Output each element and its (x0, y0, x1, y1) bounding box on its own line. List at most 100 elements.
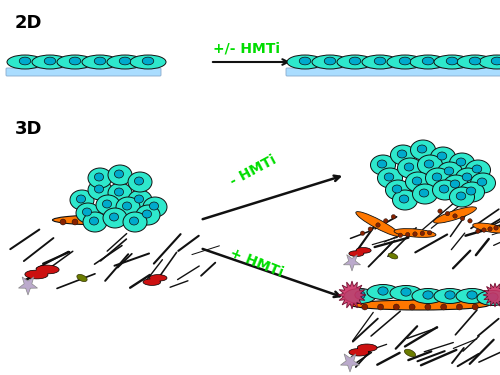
Ellipse shape (94, 185, 104, 193)
Ellipse shape (457, 55, 493, 69)
Ellipse shape (394, 229, 436, 237)
Circle shape (440, 304, 446, 310)
Circle shape (453, 214, 457, 218)
FancyBboxPatch shape (286, 68, 500, 76)
Ellipse shape (374, 57, 386, 65)
Ellipse shape (378, 287, 388, 295)
Ellipse shape (103, 208, 127, 228)
Ellipse shape (94, 57, 106, 65)
Ellipse shape (128, 172, 152, 192)
Ellipse shape (460, 182, 484, 202)
Ellipse shape (404, 349, 415, 357)
Ellipse shape (128, 190, 152, 210)
Ellipse shape (444, 175, 468, 195)
Ellipse shape (479, 55, 500, 69)
Ellipse shape (466, 187, 476, 195)
Circle shape (468, 219, 472, 223)
Ellipse shape (52, 215, 158, 225)
Ellipse shape (401, 288, 411, 296)
Circle shape (420, 231, 424, 236)
Ellipse shape (122, 202, 132, 210)
Polygon shape (344, 255, 360, 271)
Ellipse shape (312, 55, 348, 69)
Circle shape (362, 304, 368, 310)
Text: - HMTi: - HMTi (228, 153, 279, 189)
Ellipse shape (466, 160, 490, 180)
Ellipse shape (456, 288, 488, 303)
Ellipse shape (434, 207, 476, 223)
Ellipse shape (362, 55, 398, 69)
Circle shape (460, 216, 464, 220)
Circle shape (392, 214, 396, 219)
Ellipse shape (384, 173, 394, 181)
Ellipse shape (392, 190, 417, 210)
Ellipse shape (378, 160, 387, 168)
Ellipse shape (472, 165, 482, 173)
Polygon shape (349, 344, 377, 356)
Ellipse shape (412, 288, 444, 303)
Circle shape (476, 229, 480, 233)
Ellipse shape (444, 167, 454, 175)
Ellipse shape (367, 285, 399, 300)
Ellipse shape (107, 55, 143, 69)
Ellipse shape (114, 188, 124, 196)
Ellipse shape (398, 158, 422, 178)
Ellipse shape (419, 189, 429, 197)
Ellipse shape (136, 205, 160, 225)
Ellipse shape (469, 57, 481, 65)
Polygon shape (25, 265, 59, 279)
Ellipse shape (404, 163, 414, 171)
Ellipse shape (410, 140, 436, 160)
Circle shape (398, 233, 402, 237)
Ellipse shape (7, 55, 43, 69)
Ellipse shape (130, 217, 138, 225)
Ellipse shape (77, 274, 87, 282)
Polygon shape (340, 354, 359, 372)
Ellipse shape (450, 180, 460, 188)
Ellipse shape (386, 180, 410, 200)
Circle shape (413, 232, 417, 236)
Ellipse shape (134, 195, 143, 203)
Circle shape (72, 219, 78, 225)
Circle shape (425, 304, 431, 310)
Circle shape (384, 219, 388, 223)
Ellipse shape (426, 168, 450, 188)
Polygon shape (338, 281, 366, 309)
Ellipse shape (418, 155, 442, 175)
Ellipse shape (351, 300, 489, 310)
Circle shape (108, 219, 114, 225)
Ellipse shape (390, 285, 422, 300)
Ellipse shape (150, 202, 158, 210)
Ellipse shape (437, 152, 447, 160)
Ellipse shape (82, 208, 92, 216)
Circle shape (60, 219, 66, 225)
Ellipse shape (114, 170, 124, 178)
Ellipse shape (44, 57, 56, 65)
Ellipse shape (462, 173, 472, 181)
Circle shape (446, 211, 450, 216)
Ellipse shape (287, 55, 323, 69)
Circle shape (132, 219, 138, 225)
Circle shape (394, 304, 400, 310)
Ellipse shape (412, 184, 438, 204)
Ellipse shape (123, 212, 147, 232)
Ellipse shape (423, 291, 433, 299)
Ellipse shape (19, 57, 31, 65)
Text: 2D: 2D (15, 14, 42, 32)
Ellipse shape (410, 55, 446, 69)
Ellipse shape (349, 57, 361, 65)
Circle shape (144, 219, 150, 225)
Ellipse shape (432, 173, 442, 181)
Ellipse shape (324, 57, 336, 65)
Ellipse shape (399, 195, 409, 203)
Ellipse shape (388, 253, 398, 259)
Ellipse shape (378, 168, 402, 188)
Circle shape (96, 219, 102, 225)
Circle shape (368, 227, 372, 231)
Ellipse shape (456, 168, 480, 188)
Circle shape (472, 304, 478, 310)
Ellipse shape (417, 145, 427, 153)
Ellipse shape (432, 180, 458, 200)
Ellipse shape (434, 288, 466, 303)
Text: + HMTi: + HMTi (228, 246, 285, 280)
